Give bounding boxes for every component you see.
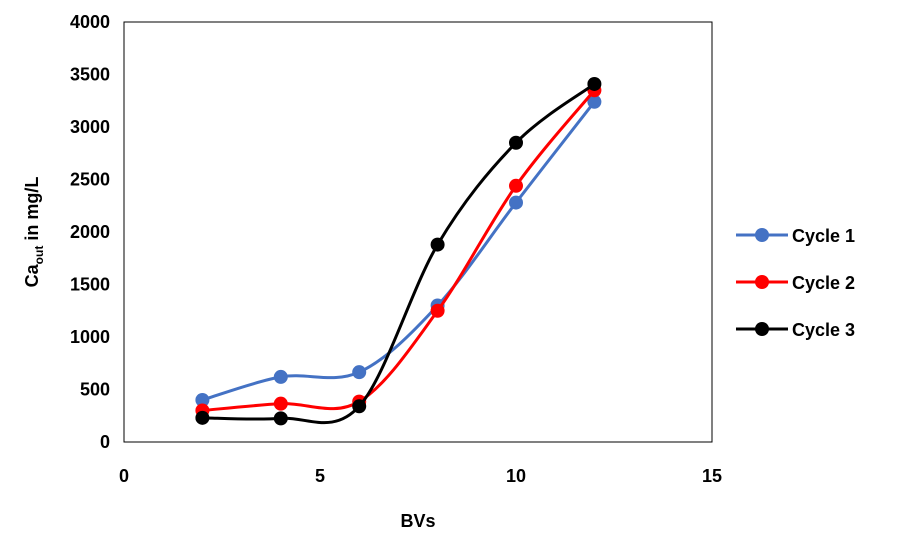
y-tick-label: 0 — [100, 432, 110, 452]
y-tick-label: 3000 — [70, 117, 110, 137]
y-tick-label: 1000 — [70, 327, 110, 347]
series-cycle-3 — [195, 76, 602, 426]
y-axis-title: Caout in mg/L — [22, 177, 46, 288]
y-tick-label: 500 — [80, 380, 110, 400]
data-point-cycle-3 — [509, 135, 523, 150]
data-point-cycle-1 — [273, 369, 288, 384]
x-tick-labels: 0 5 10 15 — [119, 466, 722, 486]
data-point-cycle-3 — [587, 76, 602, 91]
data-point-cycle-2 — [273, 396, 288, 411]
y-tick-label: 2000 — [70, 222, 110, 242]
y-tick-label: 2500 — [70, 170, 110, 190]
legend-marker — [755, 275, 769, 289]
legend-marker — [755, 322, 769, 336]
y-axis-title-subscript: out — [32, 246, 46, 265]
y-tick-label: 4000 — [70, 12, 110, 32]
legend: Cycle 1 Cycle 2 Cycle 3 — [736, 226, 855, 340]
legend-label: Cycle 2 — [792, 273, 855, 293]
y-axis-title-main: Ca — [22, 263, 42, 287]
data-point-cycle-2 — [509, 178, 523, 193]
legend-item-cycle-2: Cycle 2 — [736, 273, 855, 293]
x-tick-label: 15 — [702, 466, 722, 486]
legend-marker — [755, 228, 769, 242]
y-tick-labels: 0 500 1000 1500 2000 2500 3000 3500 4000 — [70, 12, 110, 452]
data-point-cycle-3 — [195, 410, 210, 425]
data-point-cycle-1 — [352, 365, 367, 380]
legend-item-cycle-3: Cycle 3 — [736, 320, 855, 340]
y-tick-label: 3500 — [70, 65, 110, 85]
data-point-cycle-1 — [195, 393, 210, 407]
data-point-cycle-3 — [273, 411, 288, 426]
data-point-cycle-3 — [352, 399, 367, 414]
data-point-cycle-3 — [430, 237, 445, 252]
x-tick-label: 10 — [506, 466, 526, 486]
x-axis-title: BVs — [400, 511, 435, 531]
data-point-cycle-1 — [587, 94, 602, 109]
legend-item-cycle-1: Cycle 1 — [736, 226, 855, 246]
legend-label: Cycle 3 — [792, 320, 855, 340]
x-tick-label: 5 — [315, 466, 325, 486]
data-point-cycle-2 — [430, 303, 445, 318]
plot-area — [123, 21, 713, 443]
series-cycle-1 — [195, 94, 602, 407]
y-axis-title-rest: in mg/L — [22, 177, 42, 246]
series-layer — [195, 76, 602, 426]
legend-label: Cycle 1 — [792, 226, 855, 246]
data-point-cycle-1 — [509, 195, 523, 210]
y-tick-label: 1500 — [70, 275, 110, 295]
x-tick-label: 0 — [119, 466, 129, 486]
